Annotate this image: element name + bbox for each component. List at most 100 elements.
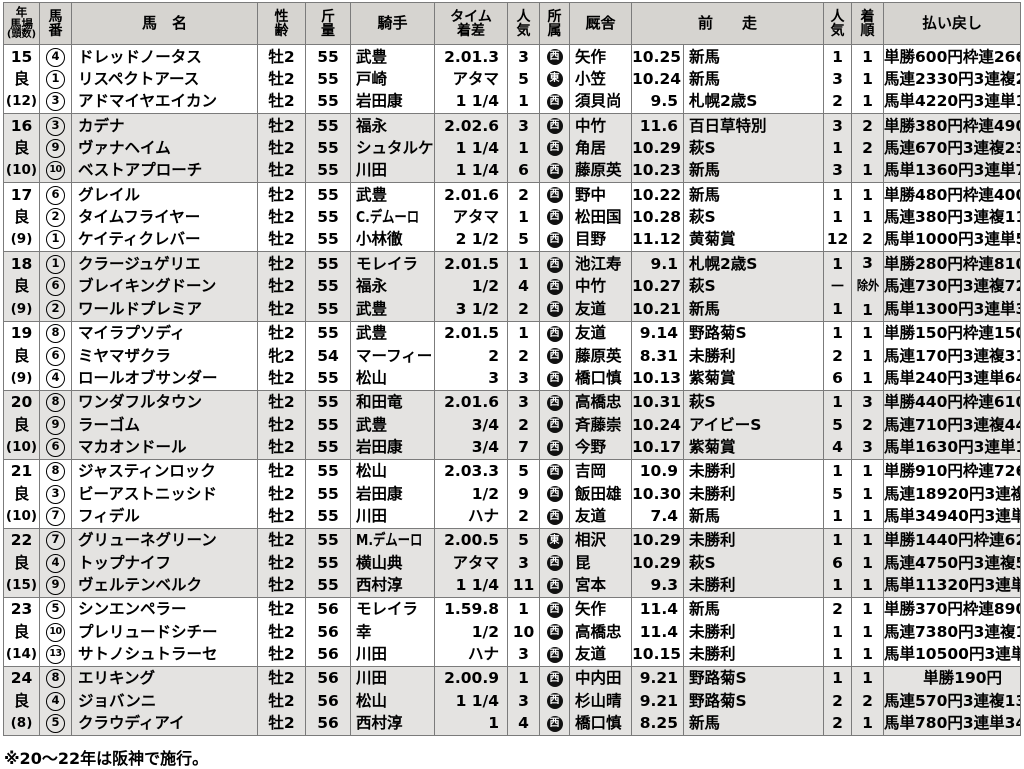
payout-secondary: 枠連620円 [973,531,1020,550]
payout-line: 単勝280円枠連810円 [884,253,1020,275]
cell-line: 55 [317,185,339,204]
header-popularity: 人気 [507,2,540,45]
stable-name: 昆 [575,553,591,572]
payout-primary: 馬単240円 [884,369,963,388]
cell-year-track: 18 良 (9) [3,251,40,322]
cell-line: 55 [317,438,339,457]
cell-jockey: 武豊 戸崎 岩田康 [350,44,435,114]
payout-line: 馬単34940円3連単243030円 [884,505,1020,527]
cell-line: 新馬 [689,161,721,180]
payout-secondary: 3連複310円 [962,346,1020,365]
belong-badge: 西 [540,322,569,344]
jockey-name: モレイラ [356,255,419,273]
cell-weight: 55 55 55 [305,182,351,252]
horse-number-badge: 6 [40,436,71,458]
cell-previous-date: 10.31 10.24 10.17 [631,389,684,460]
cell-line: 56 [317,714,339,733]
cell-weight: 55 55 55 [305,527,351,598]
cell-line: 10.29 [632,553,682,572]
stable-name: 杉山晴 [575,691,622,710]
payout-primary: 単勝910円 [884,462,963,481]
horse-name: ロールオブサンダー [78,369,218,388]
cell-time-margin: 2.03.3 1/2 ハナ [434,458,508,529]
cell-line: 1 [832,47,843,66]
cell-horse-name: ドレッドノータス リスペクトアース アドマイヤエイカン [71,44,258,114]
payout-line: 馬連7380円3連複11650円 [884,621,1020,643]
cell-line: 10.29 [632,138,682,157]
cell-line: 牡2 [268,324,295,343]
cell-line: 1 1/4 [455,161,499,180]
cell-line: 9.21 [639,691,678,710]
cell-previous-finish: 1 2 1 [851,665,885,736]
horse-name: カデナ [78,116,125,135]
cell-time-margin: 2.00.9 1 1/4 1 [434,665,508,736]
cell-line: 1 [518,138,529,157]
table-row: 24 良 (8) 8 4 5 エリキング ジョバンニ クラウディアイ 牡2 牡2 牡2 56 56 56 川田… [3,665,1021,736]
cell-line: 2 [488,346,499,365]
payout-primary: 馬連2330円 [884,69,974,88]
cell-payout: 単勝380円枠連490円馬連670円3連複2360円馬単1360円3連単7450… [883,113,1021,183]
track-condition: 良 [13,69,30,88]
belong-badge: 西 [540,643,569,665]
header-previous-popularity: 人気 [823,2,853,45]
cell-line: 萩S [689,277,716,296]
cell-line: 10.9 [639,462,678,481]
previous-finish: 2 [862,138,873,157]
cell-popularity: 5 9 2 [507,458,540,529]
belong-badge: 西 [540,436,569,458]
cell-line: 未勝利 [689,346,736,365]
cell-horse-number: 5 10 13 [39,596,72,667]
table-row: 23 良 (14) 5 10 13 シンエンペラー プレリュードシチー サトノシュトラーセ 牡2 牡… [3,596,1021,667]
track-condition: 良 [13,277,30,296]
cell-line: 3 [518,645,529,664]
cell-line: 2.00.9 [444,669,499,688]
cell-line: 1 [518,600,529,619]
cell-payout: 単勝600円枠連2660円馬連2330円3連複2000円馬単4220円3連単14… [883,44,1021,114]
jockey-name: 岩田康 [356,438,403,457]
year-value: 24 [10,669,33,688]
horse-name: ワールドプレミア [78,299,203,318]
cell-line: 紫菊賞 [689,438,736,457]
stable-name: 橋口慎 [575,714,622,733]
horse-number-badge: 6 [40,345,71,367]
jockey-name: 松山 [356,369,388,388]
stable-name: 藤原英 [575,346,622,365]
cell-line: 2.01.5 [444,324,499,343]
horse-name: ワンダフルタウン [78,393,203,412]
cell-line: 10.22 [632,185,682,204]
cell-jockey: 福永 シュタルケ 川田 [350,113,435,183]
cell-previous-popularity: 1 1 12 [823,182,853,252]
year-value: 18 [10,255,33,273]
payout-secondary: 3連複1180円 [962,207,1020,226]
cell-time-margin: 2.02.6 1 1/4 1 1/4 [434,113,508,183]
cell-line: 牡2 [268,255,295,273]
cell-line: 2 [518,507,529,526]
cell-line: 10.28 [632,207,682,226]
cell-line: 萩S [689,138,716,157]
cell-line: 未勝利 [689,462,736,481]
payout-line: 馬単1300円3連単3840円 [884,298,1020,320]
payout-primary: 単勝380円 [884,116,963,135]
payout-line: 単勝150円枠連150円 [884,322,1020,344]
cell-line: 3 [518,691,529,710]
cell-weight: 55 55 55 [305,113,351,183]
stable-name: 矢作 [575,47,607,66]
cell-previous-date: 10.22 10.28 11.12 [631,182,684,252]
stable-name: 中竹 [575,277,607,296]
cell-previous-race: 萩S アイビーS 紫菊賞 [682,389,825,460]
previous-finish: 1 [862,622,873,641]
cell-sex-age: 牡2 牡2 牡2 [257,251,306,322]
cell-line: 萩S [689,553,716,572]
header-payout: 払い戻し [883,2,1021,45]
cell-line: 10.17 [632,438,682,457]
payout-line: 馬連18920円3連複20700円 [884,483,1020,505]
field-size: (9) [10,300,33,317]
cell-sex-age: 牡2 牝2 牡2 [257,320,306,391]
payout-secondary: 3連複52300円 [973,553,1020,572]
cell-payout: 単勝190円 馬連570円3連複1320円馬単780円3連単3470円 [883,665,1021,736]
payout-line: 馬連170円3連複310円 [884,345,1020,367]
horse-number-badge: 9 [40,137,71,159]
horse-name: ジョバンニ [78,691,157,710]
